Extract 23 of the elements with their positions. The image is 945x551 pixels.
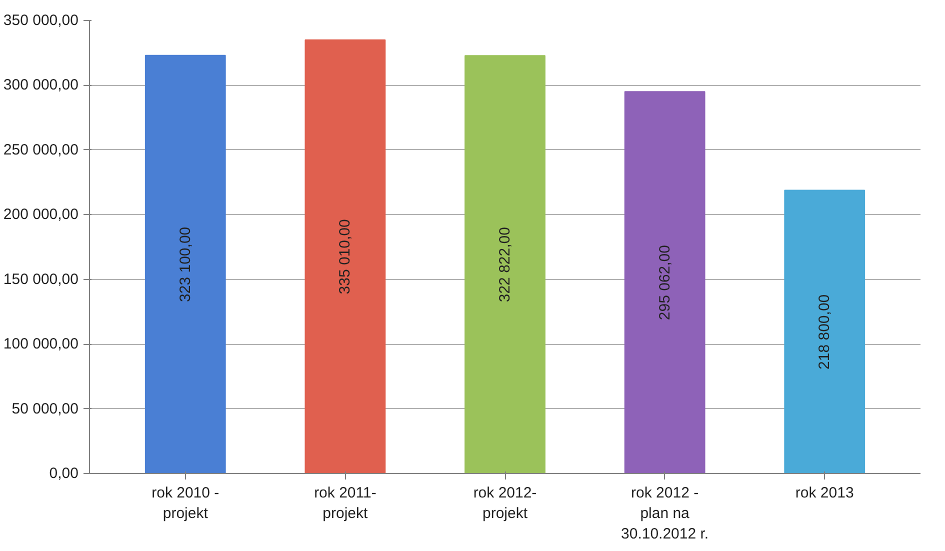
data-label: 335 010,00	[336, 219, 354, 294]
bar	[464, 55, 546, 474]
y-tick-label: 350 000,00	[3, 12, 79, 29]
y-tick-label: 150 000,00	[3, 270, 79, 288]
data-label: 218 800,00	[816, 294, 834, 370]
x-tick-label: rok 2012 - plan na 30.10.2012 r.	[621, 484, 709, 542]
x-tick-label: rok 2012- projekt	[473, 484, 537, 522]
bar	[624, 91, 706, 474]
x-tick-label: rok 2013	[795, 484, 854, 502]
data-label: 322 822,00	[496, 227, 514, 302]
bar	[784, 190, 866, 474]
y-tick-label: 250 000,00	[3, 141, 79, 158]
x-tick-label: rok 2010 - projekt	[152, 484, 220, 522]
y-tick-label: 50 000,00	[12, 400, 79, 418]
y-tick-label: 300 000,00	[3, 76, 79, 94]
bar	[304, 39, 386, 474]
data-label: 295 062,00	[656, 245, 674, 320]
x-tick-label: rok 2011- projekt	[314, 484, 376, 522]
data-label: 323 100,00	[176, 226, 194, 302]
bar	[144, 54, 226, 474]
y-tick-label: 200 000,00	[3, 206, 79, 224]
y-tick-label: 100 000,00	[3, 336, 79, 353]
y-tick-label: 0,00	[49, 465, 79, 482]
